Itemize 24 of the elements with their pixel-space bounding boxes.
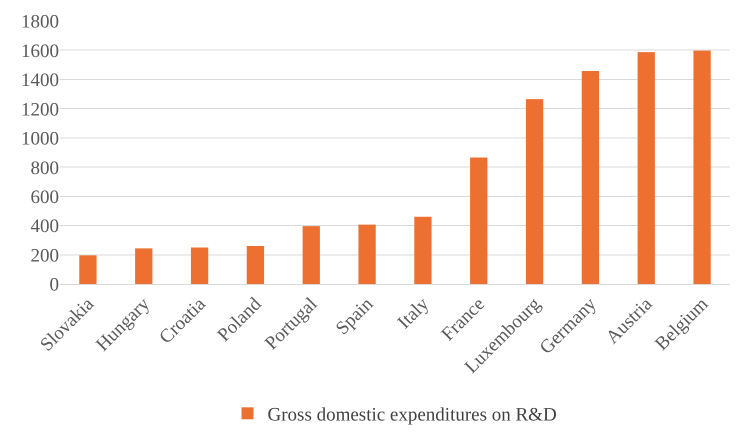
y-tick-label: 1600 <box>21 40 59 62</box>
bar <box>414 216 432 284</box>
y-tick-label: 1200 <box>21 99 59 120</box>
y-tick-label: 1000 <box>21 128 59 150</box>
bar <box>246 246 264 284</box>
y-tick-label: 600 <box>30 186 59 208</box>
y-tick-label: 1400 <box>21 70 59 92</box>
bar <box>526 99 544 284</box>
bar <box>582 70 600 284</box>
bar <box>135 248 152 284</box>
y-tick-label: 0 <box>50 274 59 296</box>
bar <box>693 50 711 284</box>
bar <box>470 157 488 284</box>
bar <box>638 52 655 284</box>
y-tick-label: 200 <box>30 245 59 266</box>
legend-label: Gross domestic expenditures on R&D <box>268 404 557 426</box>
bar <box>79 255 97 284</box>
y-tick-label: 800 <box>30 158 59 179</box>
bar <box>302 226 320 284</box>
y-tick-label: 400 <box>30 216 59 238</box>
bar <box>190 247 208 284</box>
x-tick-label: Italy <box>394 293 434 334</box>
bar <box>358 224 376 284</box>
y-tick-label: 1800 <box>21 12 59 33</box>
